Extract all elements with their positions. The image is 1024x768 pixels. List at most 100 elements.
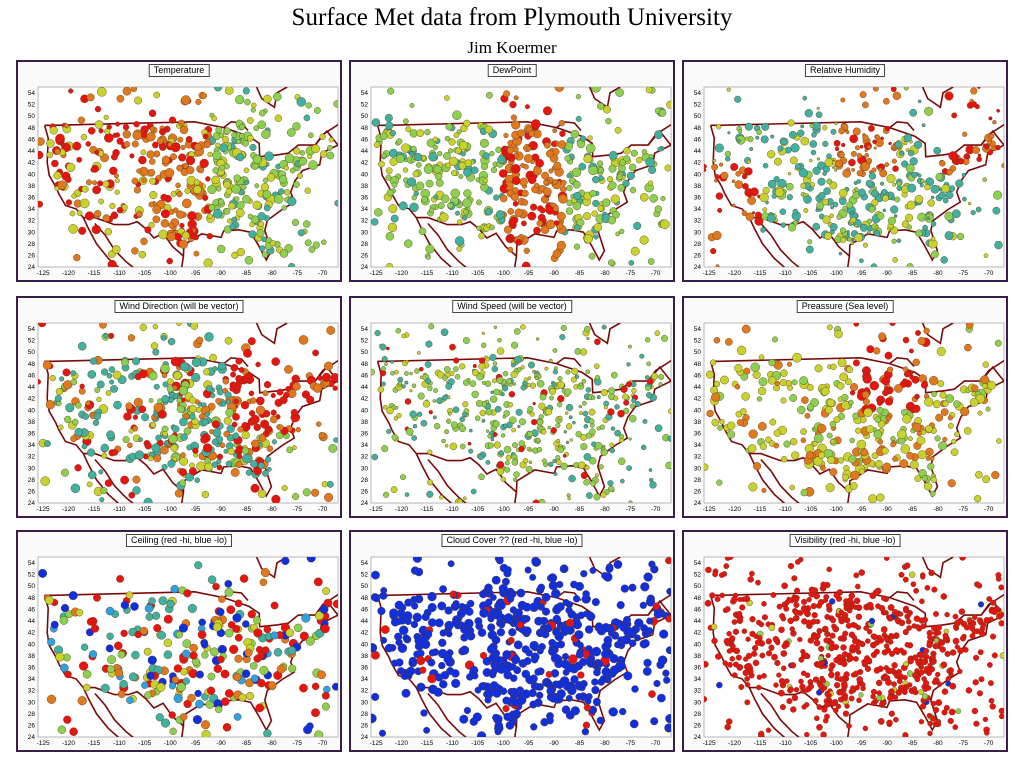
station-dot <box>49 374 56 382</box>
station-dot <box>787 562 795 570</box>
station-dot <box>94 105 102 113</box>
station-dot <box>665 557 671 565</box>
x-tick-label: -75 <box>293 740 303 747</box>
y-tick-label: 48 <box>694 125 702 132</box>
station-dot <box>736 664 744 671</box>
station-dot <box>948 151 958 161</box>
station-dot <box>544 366 549 371</box>
station-dot <box>123 141 131 148</box>
coastline-line <box>760 458 800 503</box>
station-dot <box>850 241 855 245</box>
x-tick-label: -100 <box>164 506 177 513</box>
station-dot <box>324 492 334 502</box>
station-dot <box>257 212 266 221</box>
station-dot <box>550 427 557 434</box>
station-dot <box>378 729 387 737</box>
station-dot <box>536 446 543 453</box>
station-dot <box>428 207 435 213</box>
x-tick-label: -115 <box>754 506 767 513</box>
station-dot <box>528 448 532 452</box>
station-dot <box>420 419 428 427</box>
station-dot <box>551 588 561 599</box>
station-dot <box>972 679 979 686</box>
station-dot <box>813 639 821 647</box>
station-dot <box>575 94 581 100</box>
station-dot <box>787 172 792 176</box>
station-dot <box>499 563 509 573</box>
station-dot <box>556 211 566 221</box>
x-tick-label: -85 <box>242 740 252 747</box>
station-dot <box>111 153 118 161</box>
station-dot <box>829 421 836 428</box>
station-dot <box>842 205 848 211</box>
station-dot <box>516 129 525 138</box>
station-dot <box>930 221 937 227</box>
station-dot <box>623 615 631 624</box>
station-dot <box>486 644 497 655</box>
station-dot <box>147 455 154 462</box>
station-dot <box>731 203 736 208</box>
station-dot <box>822 625 829 633</box>
station-dot <box>223 207 231 215</box>
station-dot <box>714 174 720 180</box>
station-dot <box>510 697 520 707</box>
station-dot <box>293 623 303 633</box>
x-tick-label: -70 <box>651 506 661 513</box>
station-dot <box>322 587 330 595</box>
station-dot <box>468 448 474 454</box>
station-dot <box>120 629 128 637</box>
station-dot <box>720 375 729 385</box>
station-dot <box>500 392 505 397</box>
station-dot <box>511 341 519 349</box>
station-dot <box>521 689 531 699</box>
station-dot <box>456 219 463 225</box>
y-tick-label: 36 <box>361 665 369 672</box>
station-dot <box>560 624 570 635</box>
station-dot <box>887 694 894 702</box>
station-dot <box>875 134 881 140</box>
station-dot <box>891 158 897 164</box>
station-dot <box>514 355 522 364</box>
station-dot <box>178 385 189 396</box>
station-dot <box>163 650 173 659</box>
coastline-line <box>760 222 800 267</box>
station-dot <box>269 415 278 424</box>
y-tick-label: 24 <box>361 734 369 741</box>
station-dot <box>936 347 946 356</box>
station-dot <box>572 201 582 211</box>
station-dot <box>572 420 576 425</box>
station-dot <box>912 422 922 432</box>
station-dot <box>149 126 156 132</box>
station-dot <box>856 439 867 450</box>
station-dot <box>762 162 769 169</box>
station-dot <box>463 208 469 215</box>
station-dot <box>898 611 904 617</box>
station-dot <box>735 654 742 661</box>
station-dot <box>866 425 875 434</box>
station-dot <box>132 475 141 484</box>
y-tick-label: 30 <box>28 465 36 472</box>
station-dot <box>456 609 466 619</box>
station-dot <box>918 719 925 725</box>
station-dot <box>422 400 431 408</box>
station-dot <box>800 688 806 694</box>
station-dot <box>970 101 977 108</box>
station-dot <box>751 650 758 657</box>
station-dot <box>132 130 142 141</box>
coastline-line <box>514 255 518 267</box>
station-dot <box>514 608 523 617</box>
station-dot <box>651 372 659 380</box>
station-dot <box>150 421 157 428</box>
station-dot <box>800 670 807 677</box>
x-tick-label: -100 <box>497 740 510 747</box>
station-dot <box>293 147 301 155</box>
station-dot <box>760 227 766 233</box>
station-dot <box>862 725 869 732</box>
station-dot <box>323 685 331 694</box>
station-dot <box>582 610 590 618</box>
station-dot <box>540 225 550 234</box>
station-dot <box>613 395 619 401</box>
y-tick-label: 50 <box>28 349 36 356</box>
station-dot <box>167 337 176 346</box>
